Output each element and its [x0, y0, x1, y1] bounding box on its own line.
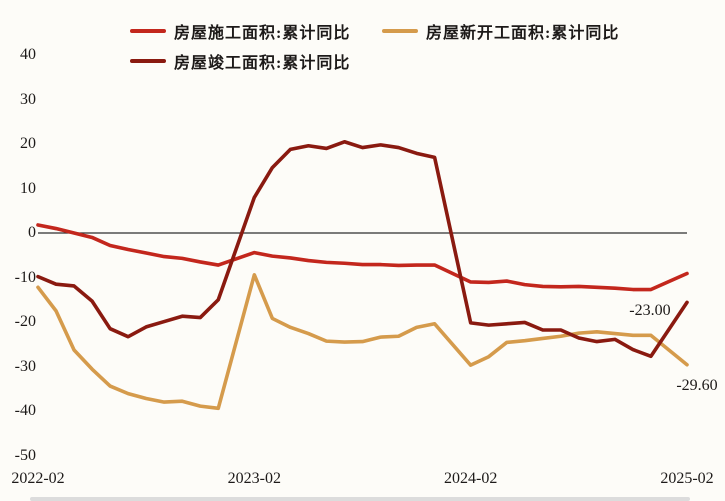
legend-item-new-starts-area: 房屋新开工面积:累计同比	[382, 21, 620, 42]
y-tick-label: 30	[20, 90, 36, 108]
legend-swatch-new-starts-area	[382, 29, 418, 33]
x-tick-label: 2024-02	[443, 470, 498, 487]
series-line-2	[36, 139, 689, 359]
bottom-divider	[30, 497, 690, 501]
x-tick-label: 2022-02	[11, 470, 65, 487]
legend-item-completions-area: 房屋竣工面积:累计同比	[130, 51, 351, 72]
value-annotation: -23.00	[629, 302, 671, 320]
y-tick-label: 10	[20, 179, 36, 197]
legend-label-new-starts-area: 房屋新开工面积:累计同比	[426, 25, 620, 42]
y-tick-label: -30	[14, 357, 36, 375]
y-tick-label: 40	[20, 46, 36, 63]
legend-label-construction-area: 房屋施工面积:累计同比	[174, 25, 351, 42]
series-line-0	[36, 223, 689, 292]
y-tick-label: -50	[14, 446, 36, 464]
legend-swatch-completions-area	[130, 59, 166, 63]
x-tick-label: 2023-02	[227, 470, 281, 487]
y-tick-label: -40	[14, 402, 36, 419]
y-tick-label: 0	[28, 224, 36, 241]
x-tick-label: 2025-02	[660, 470, 714, 487]
y-tick-label: 20	[20, 135, 36, 152]
y-tick-label: -10	[14, 268, 36, 286]
legend-swatch-construction-area	[130, 29, 166, 33]
y-tick-label: -20	[14, 313, 36, 330]
value-annotation: -29.60	[676, 376, 718, 394]
legend-item-construction-area: 房屋施工面积:累计同比	[130, 21, 351, 42]
legend-label-completions-area: 房屋竣工面积:累计同比	[174, 55, 351, 72]
